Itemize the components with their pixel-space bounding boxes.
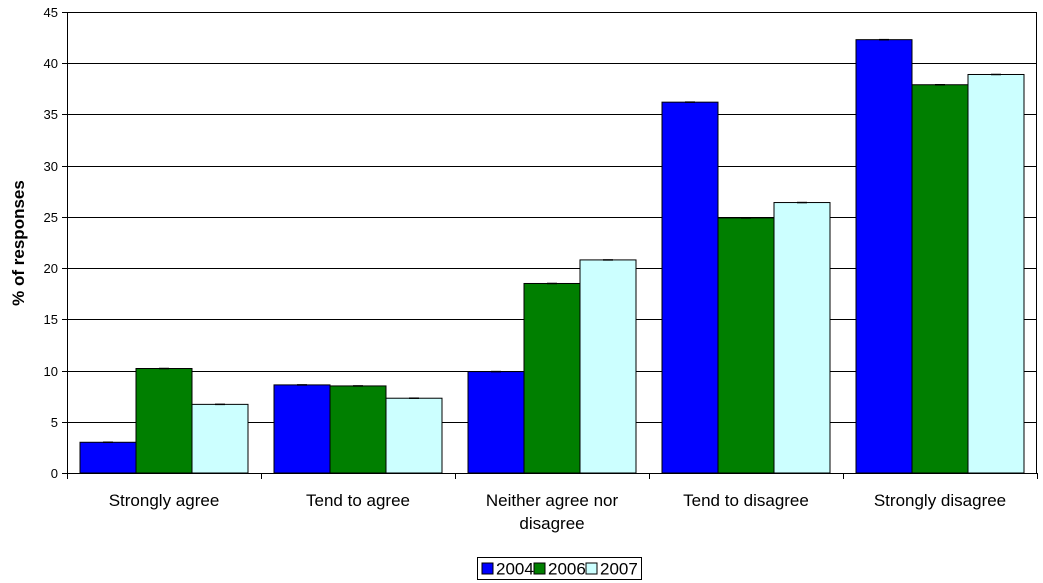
- bar-2004-4: [855, 39, 913, 474]
- x-tick-label: Strongly agree: [109, 491, 220, 510]
- y-tick-label: 30: [44, 159, 58, 174]
- y-tick-label: 20: [44, 261, 58, 276]
- x-tick-label: disagree: [519, 514, 584, 533]
- y-tick-label: 10: [44, 364, 58, 379]
- legend-label-2006: 2006: [548, 560, 586, 579]
- x-tick-label: Tend to agree: [306, 491, 410, 510]
- legend-label-2007: 2007: [600, 560, 638, 579]
- bar-2004-2: [467, 371, 525, 474]
- x-tick-label: Tend to disagree: [683, 491, 809, 510]
- y-tick-label: 45: [44, 5, 58, 20]
- bar-2007-3: [773, 202, 831, 474]
- bars: [79, 38, 1025, 474]
- y-tick-label: 25: [44, 210, 58, 225]
- legend-swatch-2004: [481, 562, 494, 575]
- y-tick-label: 5: [51, 415, 58, 430]
- y-tick-label: 0: [51, 466, 58, 481]
- bar-2007-4: [967, 73, 1025, 474]
- x-tick-label: Strongly disagree: [874, 491, 1006, 510]
- legend-swatch-2007: [585, 562, 598, 575]
- x-tick-labels: Strongly agree Tend to agree Neither agree…: [109, 491, 1006, 533]
- legend-box: [477, 557, 642, 580]
- bar-2007-2: [579, 259, 637, 474]
- bar-2004-3: [661, 101, 719, 474]
- bar-2006-1: [329, 385, 387, 474]
- legend: 2004 2006 2007: [477, 557, 642, 580]
- y-tick-label: 15: [44, 312, 58, 327]
- bar-2006-3: [717, 217, 775, 474]
- bar-2004-1: [273, 384, 331, 474]
- legend-label-2004: 2004: [496, 560, 534, 579]
- bar-2007-0: [191, 403, 249, 474]
- y-tick-label: 40: [44, 56, 58, 71]
- bar-2006-0: [135, 368, 193, 474]
- bar-2006-4: [911, 84, 969, 474]
- x-tick-label: Neither agree nor: [486, 491, 619, 510]
- bar-2006-2: [523, 282, 581, 474]
- bar-2007-1: [385, 397, 443, 474]
- y-tick-label: 35: [44, 107, 58, 122]
- bar-2004-0: [79, 441, 137, 474]
- y-axis-label: % of responses: [9, 180, 28, 306]
- gridlines: [67, 12, 1037, 423]
- axes: [62, 12, 1038, 479]
- y-tick-labels: 0 5 10 15 20 25 30 35 40 45: [44, 5, 58, 481]
- legend-swatch-2006: [533, 562, 546, 575]
